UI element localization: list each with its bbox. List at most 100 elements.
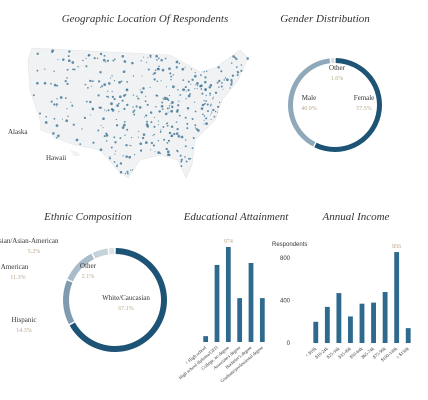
respondent-dot [126,128,129,131]
respondent-dot [132,75,135,77]
respondent-dot [240,69,243,72]
respondent-dot [216,81,219,84]
segment-value: 11.3% [10,275,25,281]
respondent-dot [200,84,203,87]
respondent-dot [179,154,182,157]
respondent-dot [91,80,93,82]
chart-title: Geographic Location Of Respondents [62,13,229,25]
respondent-dot [139,142,142,145]
respondent-dot [230,81,233,84]
bar [336,293,342,343]
respondent-dot [64,79,67,83]
respondent-dot [67,55,70,58]
respondent-dot [175,66,178,69]
respondent-dot [223,79,225,81]
respondent-dot [184,86,187,89]
respondent-dot [170,135,173,138]
respondent-dot [162,126,165,128]
respondent-dot [152,144,155,147]
respondent-dot [66,82,69,86]
respondent-dot [218,86,220,88]
respondent-dot [65,119,69,123]
respondent-dot [119,137,122,140]
chart-title: Annual Income [322,211,390,223]
bar [324,306,330,343]
respondent-dot [66,77,68,79]
respondent-dot [155,54,158,58]
respondent-dot [113,98,116,101]
bar [203,336,209,342]
respondent-dot [222,88,224,90]
respondent-dot [67,59,71,63]
respondent-dot [175,60,179,64]
respondent-dot [166,125,169,127]
respondent-dot [101,85,103,88]
respondent-dot [194,110,197,113]
respondent-dot [170,103,172,105]
respondent-dot [212,96,214,98]
respondent-dot [105,132,108,135]
respondent-dot [93,57,96,60]
respondent-dot [188,157,190,160]
respondent-dot [170,78,172,81]
respondent-dot [211,111,212,113]
respondent-dot [211,112,213,114]
respondent-dot [107,96,110,98]
respondent-dot [102,117,105,120]
respondent-dot [209,92,212,95]
respondent-dot [160,130,162,132]
respondent-dot [159,152,162,155]
respondent-dot [206,70,208,73]
respondent-dot [167,139,170,142]
respondent-dot [176,127,179,131]
respondent-dot [85,57,87,59]
respondent-dot [55,136,58,139]
respondent-dot [100,124,102,126]
respondent-dot [113,161,116,163]
respondent-dot [172,85,175,89]
respondent-dot [191,118,194,120]
respondent-dot [133,113,136,116]
respondent-dot [179,94,182,96]
chart-title: Gender Distribution [280,13,370,25]
respondent-dot [123,121,126,123]
respondent-dot [132,111,135,113]
respondent-dot [165,86,168,88]
respondent-dot [185,98,187,100]
respondent-dot [73,68,76,71]
respondent-dot [153,125,156,128]
donut-segment [108,248,115,255]
respondent-dot [116,165,118,168]
respondent-dot [142,133,146,136]
respondent-dot [122,155,124,157]
respondent-dot [236,70,238,73]
respondent-dot [99,106,102,109]
respondent-dot [114,141,117,144]
respondent-dot [110,102,113,106]
respondent-dot [180,158,183,161]
segment-label: Hispanic [12,316,37,324]
y-tick-label: 0 [287,341,291,347]
respondent-dot [181,67,185,71]
respondent-dot [92,141,95,144]
respondent-dot [156,80,159,83]
respondent-dot [160,129,162,131]
respondent-dot [221,82,223,84]
respondent-dot [209,105,212,107]
respondent-dot [133,153,136,156]
respondent-dot [146,120,148,123]
respondent-dot [72,68,74,71]
respondent-dot [121,54,125,58]
respondent-dot [205,100,208,102]
respondent-dot [220,85,223,88]
respondent-dot [205,117,208,120]
respondent-dot [111,95,115,99]
respondent-dot [214,110,217,113]
respondent-dot [118,81,121,84]
respondent-dot [57,134,60,138]
respondent-dot [131,61,134,65]
bar [348,316,353,343]
respondent-dot [163,138,166,141]
respondent-dot [128,155,132,159]
respondent-dot [113,79,116,82]
